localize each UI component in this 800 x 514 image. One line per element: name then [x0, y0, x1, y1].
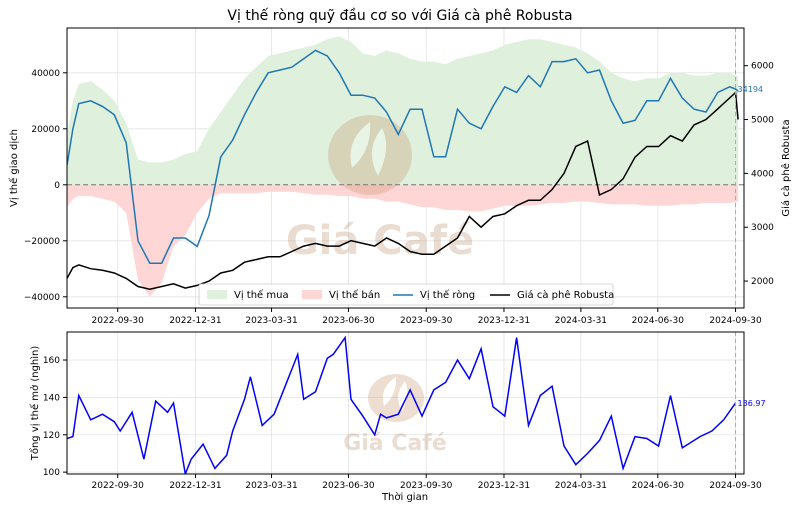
top-x-tick-label: 2022-12-31: [169, 316, 221, 326]
top-y-tick-label: 20000: [31, 125, 60, 135]
top-y-tick-label: 0: [54, 181, 60, 191]
top-y-tick-label: 40000: [31, 69, 60, 79]
bottom-x-axis-label: Thời gian: [381, 491, 428, 503]
top-y-ticks: −40000 −20000 0 20000 40000: [24, 69, 67, 303]
top-y-tick-label: −40000: [24, 293, 60, 303]
bottom-x-tick-label: 2023-09-30: [400, 481, 453, 491]
top-legend: Vị thế mua Vị thế bán Vị thế ròng Giá cà…: [198, 283, 614, 306]
top-x-tick-label: 2023-06-30: [322, 316, 375, 326]
bottom-x-tick-label: 2024-03-31: [555, 481, 607, 491]
top-x-tick-label: 2024-06-30: [632, 316, 685, 326]
net-position-line: [67, 49, 739, 264]
top-chart-title: Vị thế ròng quỹ đầu cơ so với Giá cà phê…: [227, 7, 572, 24]
top-y2-axis-label: Giá cà phê Robusta: [780, 119, 792, 216]
top-x-tick-label: 2023-03-31: [245, 316, 297, 326]
legend-label-sell: Vị thế bán: [329, 289, 380, 301]
top-x-tick-label: 2024-09-30: [709, 316, 762, 326]
top-y-axis-label: Vị thế giao dịch: [8, 129, 20, 207]
legend-label-buy: Vị thế mua: [234, 289, 289, 301]
watermark-text-top: Giá Café: [286, 218, 474, 264]
watermark-logo-top: Giá Café: [286, 115, 474, 264]
bottom-x-ticks: 2022-09-30 2022-12-31 2023-03-31 2023-06-30…: [92, 474, 762, 491]
open-interest-line: [67, 335, 737, 474]
bottom-x-tick-label: 2023-03-31: [245, 481, 297, 491]
bottom-x-tick-label: 2024-06-30: [632, 481, 685, 491]
watermark-text-bottom: Giá Café: [343, 431, 447, 456]
legend-label-net: Vị thế ròng: [420, 289, 475, 301]
open-interest-annotation: 136.97: [738, 399, 766, 408]
bottom-x-tick-label: 2022-09-30: [92, 481, 145, 491]
legend-swatch-sell: [302, 290, 322, 299]
top-y2-ticks: 2000 3000 4000 5000 6000: [744, 62, 774, 287]
bottom-x-tick-label: 2023-06-30: [322, 481, 375, 491]
top-x-tick-label: 2024-03-31: [555, 316, 607, 326]
legend-label-price: Giá cà phê Robusta: [517, 289, 614, 301]
top-y2-tick-label: 2000: [751, 277, 774, 287]
bottom-y-tick-label: 100: [43, 468, 60, 478]
bottom-y-tick-label: 140: [43, 393, 60, 403]
bottom-y-ticks: 100 120 140 160: [43, 356, 67, 478]
bottom-y-tick-label: 120: [43, 431, 60, 441]
net-position-annotation: 34194: [738, 85, 763, 94]
sell-position-area: [67, 184, 739, 297]
bottom-y-axis-label: Tổng vị thế mở (nghìn): [28, 346, 41, 462]
buy-position-area: [67, 36, 739, 185]
top-y-tick-label: −20000: [24, 237, 60, 247]
top-x-tick-label: 2022-09-30: [92, 316, 145, 326]
bottom-plot-frame: [66, 331, 745, 475]
bottom-x-tick-label: 2024-09-30: [709, 481, 762, 491]
bottom-x-tick-label: 2023-12-31: [478, 481, 530, 491]
top-y2-tick-label: 5000: [751, 116, 774, 126]
top-x-tick-label: 2023-12-31: [478, 316, 530, 326]
bottom-y-tick-label: 160: [43, 356, 60, 366]
top-y2-tick-label: 4000: [751, 169, 774, 179]
top-x-ticks: 2022-09-30 2022-12-31 2023-03-31 2023-06-30…: [92, 308, 762, 326]
watermark-logo-bottom: Giá Café: [343, 374, 447, 456]
bottom-grid: [67, 332, 744, 474]
robusta-price-line: [67, 91, 739, 290]
legend-swatch-buy: [207, 290, 227, 299]
top-x-tick-label: 2023-09-30: [400, 316, 453, 326]
top-plot-frame: [66, 27, 745, 309]
top-y2-tick-label: 6000: [751, 62, 774, 72]
bottom-x-tick-label: 2022-12-31: [169, 481, 221, 491]
top-y2-tick-label: 3000: [751, 223, 774, 233]
